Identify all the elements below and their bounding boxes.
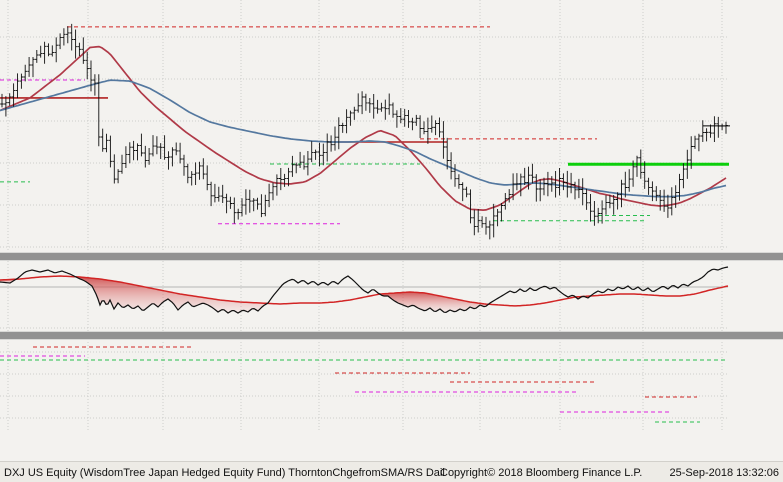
panel-separator-1[interactable] xyxy=(0,252,783,261)
oscillator-black-line xyxy=(0,266,729,314)
timestamp: 25-Sep-2018 13:32:06 xyxy=(669,467,779,479)
status-bar: DXJ US Equity (WisdomTree Japan Hedged E… xyxy=(0,461,783,482)
panel-separator-2[interactable] xyxy=(0,331,783,340)
indicator-panel xyxy=(0,346,728,423)
oscillator-red-line xyxy=(0,275,729,307)
security-description: DXJ US Equity (WisdomTree Japan Hedged E… xyxy=(4,467,445,479)
price-series xyxy=(0,23,728,240)
oscillator-fill xyxy=(78,276,266,313)
ohlc-bars xyxy=(0,23,728,240)
ma-line xyxy=(0,79,727,198)
oscillator-panel xyxy=(0,266,729,314)
copyright-text: Copyright© 2018 Bloomberg Finance L.P. xyxy=(440,467,643,479)
support-resistance-lines xyxy=(0,26,729,225)
oscillator-fill xyxy=(382,292,488,313)
gridlines xyxy=(0,0,728,430)
ma-line xyxy=(0,45,727,211)
moving-averages xyxy=(0,45,727,211)
